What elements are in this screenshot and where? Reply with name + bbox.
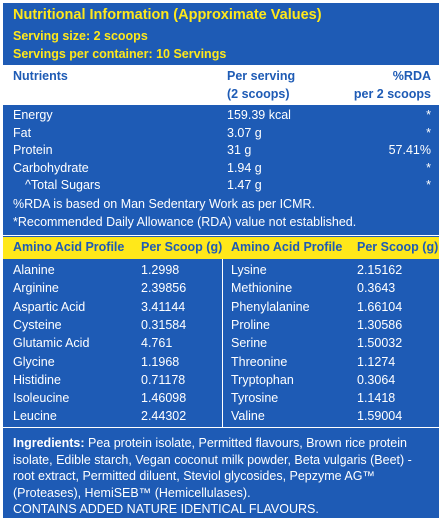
amino-value: 1.1274 [357, 354, 396, 369]
divider [3, 235, 439, 236]
ingredients-label: Ingredients: [13, 436, 85, 450]
column-divider [222, 259, 223, 427]
amino-value: 0.3643 [357, 281, 396, 296]
amino-acid: Lysine [231, 263, 267, 277]
rda: * [426, 178, 431, 192]
amino-acid: Valine [231, 409, 265, 424]
nutrients-header-band [3, 66, 439, 105]
servings-per-container: Servings per container: 10 Servings [13, 47, 227, 61]
nutrient-name: ^Total Sugars [25, 178, 101, 192]
amino-value: 1.30586 [357, 317, 403, 332]
amino-acid: Tryptophan [231, 372, 294, 387]
nutrient-name: Energy [13, 108, 53, 122]
divider [3, 427, 439, 428]
amino-acid: Aspartic Acid [13, 299, 86, 314]
divider [3, 65, 439, 66]
amino-header: Per Scoop (g) [141, 240, 223, 254]
per-serving: 1.47 g [227, 178, 262, 192]
title: Nutritional Information (Approximate Val… [13, 7, 322, 23]
amino-acid: Tyrosine [231, 391, 279, 406]
amino-value: 2.39856 [141, 281, 187, 296]
amino-value: 0.31584 [141, 317, 187, 332]
amino-value: 1.46098 [141, 391, 187, 406]
column-header: (2 scoops) [227, 87, 290, 101]
amino-acid: Leucine [13, 409, 57, 424]
amino-acid: Phenylalanine [231, 299, 310, 314]
amino-acid: Methionine [231, 281, 293, 296]
amino-value: 1.1418 [357, 391, 396, 406]
rda: * [426, 108, 431, 122]
per-serving: 159.39 kcal [227, 108, 291, 122]
amino-header: Amino Acid Profile [13, 240, 125, 254]
amino-acid: Histidine [13, 372, 61, 387]
rda: * [426, 160, 431, 175]
amino-value: 3.41144 [141, 299, 186, 314]
amino-value: 1.50032 [357, 336, 403, 351]
amino-value: 0.3064 [357, 372, 396, 387]
amino-value: 1.1968 [141, 354, 180, 369]
per-serving: 1.94 g [227, 160, 262, 175]
amino-value: 4.761 [141, 336, 173, 351]
amino-value: 1.59004 [357, 409, 403, 424]
amino-header: Amino Acid Profile [231, 240, 343, 254]
amino-value: 2.15162 [357, 263, 403, 277]
amino-acid: Threonine [231, 354, 288, 369]
nutrient-name: Fat [13, 125, 32, 140]
amino-value: 1.2998 [141, 263, 180, 277]
ingredients: Ingredients: Pea protein isolate, Permit… [13, 435, 433, 518]
amino-acid: Arginine [13, 281, 59, 296]
amino-acid: Glycine [13, 354, 55, 369]
amino-acid: Isoleucine [13, 391, 70, 406]
contains-note: CONTAINS ADDED NATURE IDENTICAL FLAVOURS… [13, 502, 319, 516]
amino-acid: Alanine [13, 263, 55, 277]
amino-acid: Glutamic Acid [13, 336, 90, 351]
amino-value: 1.66104 [357, 299, 403, 314]
amino-acid: Cysteine [13, 317, 62, 332]
amino-header-band [3, 237, 439, 259]
per-serving: 31 g [227, 143, 252, 157]
nutrition-label: Ingredients: Pea protein isolate, Permit… [2, 2, 440, 519]
note: %RDA is based on Man Sedentary Work as p… [13, 197, 315, 211]
amino-acid: Serine [231, 336, 268, 351]
amino-acid: Proline [231, 317, 270, 332]
nutrient-name: Protein [13, 143, 53, 157]
amino-value: 0.71178 [141, 372, 186, 387]
amino-value: 2.44302 [141, 409, 187, 424]
ingredients-text: Pea protein isolate, Permitted flavours,… [13, 436, 412, 500]
column-header: %RDA [392, 69, 431, 83]
amino-header: Per Scoop (g) [357, 240, 439, 254]
per-serving: 3.07 g [227, 125, 262, 140]
nutrient-name: Carbohydrate [13, 160, 89, 175]
column-header: per 2 scoops [353, 87, 431, 101]
rda: 57.41% [388, 143, 431, 157]
column-header: Per serving [227, 69, 296, 83]
note: *Recommended Daily Allowance (RDA) value… [13, 215, 357, 229]
column-header: Nutrients [13, 69, 68, 83]
serving-size: Serving size: 2 scoops [13, 29, 148, 43]
rda: * [426, 125, 431, 140]
